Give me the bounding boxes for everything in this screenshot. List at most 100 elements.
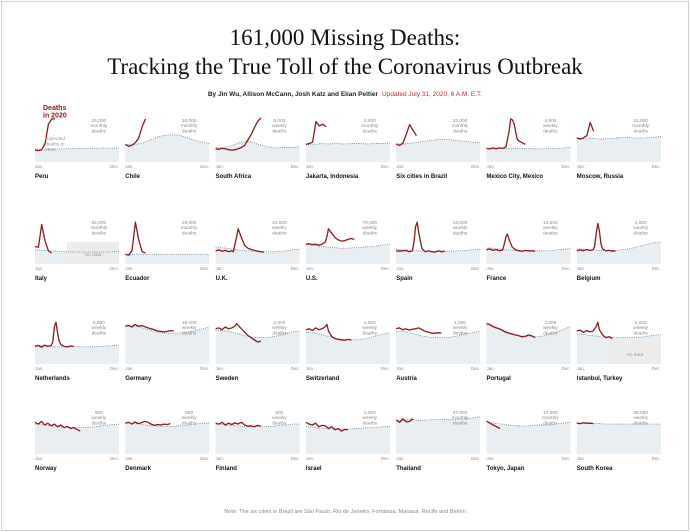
author-link[interactable]: Josh Katz (294, 91, 326, 98)
scale-reference: 12,000 monthly deaths (542, 410, 559, 426)
panel: 4,000 monthly deaths Jan. Dec. Jakarta, Indon… (305, 118, 390, 180)
byline-separator: , (291, 91, 295, 98)
axis-end-label: Dec. (110, 366, 119, 371)
axis-start-label: Jan. (306, 164, 314, 169)
author-link[interactable]: Elian Peltier (340, 91, 379, 98)
panel: 4,600 weekly deaths Jan. Dec. Belgium (576, 220, 661, 282)
deaths-2020-line (305, 228, 355, 246)
panel-label: Portugal (487, 376, 512, 382)
axis-start-label: Jan. (125, 266, 133, 271)
axis-start-label: Jan. (216, 456, 224, 461)
expected-line (576, 136, 661, 140)
expected-line (396, 330, 481, 339)
panel-label: Norway (35, 466, 57, 472)
scale-reference: 4,000 monthly deaths (361, 118, 378, 134)
expected-line (486, 420, 571, 427)
axis-start-label: Jan. (577, 366, 585, 371)
panel: 16,000 monthly deaths Jan. Dec. Chile (124, 118, 210, 180)
axis-end-label: Dec. (561, 266, 570, 271)
deaths-2020-line (486, 322, 536, 339)
expected-line (305, 331, 390, 341)
panel-label: Israel (306, 466, 322, 472)
scale-reference: 2,000 weekly deaths (633, 320, 648, 336)
deaths-2020-line (215, 228, 265, 253)
panel-label: South Africa (216, 174, 252, 180)
axis-start-label: Jan. (396, 456, 404, 461)
axis-start-label: Jan. (35, 366, 43, 371)
expected-band (215, 141, 300, 162)
panel: 2,000 weekly deaths Jan. Dec. Sweden (215, 320, 300, 382)
deaths-2020-line (215, 322, 261, 343)
expected-band (396, 139, 481, 162)
author-link[interactable]: Allison McCann (242, 91, 292, 98)
scale-reference: 18,000 monthly deaths (181, 220, 198, 236)
panel-label: Thailand (396, 466, 421, 472)
expected-band (396, 249, 481, 264)
panel: 1,000 weekly deaths Jan. Dec. Switzerland (305, 320, 390, 382)
panel-label: Istanbul, Turkey (577, 376, 623, 382)
deaths-2020-line (305, 120, 327, 146)
expected-band (215, 246, 300, 264)
panel-label: Moscow, Russia (577, 174, 624, 180)
author-link[interactable]: Jin Wu (217, 91, 240, 98)
axis-end-label: Dec. (200, 456, 209, 461)
expected-band (396, 416, 481, 454)
panel: 12,000 monthly deaths Jan. Dec. Tokyo, Japan (486, 410, 571, 472)
expected-band (305, 244, 390, 264)
axis-start-label: Jan. (577, 266, 585, 271)
deaths-2020-line (125, 221, 146, 256)
byline-separator: , (239, 91, 243, 98)
expected-band (35, 147, 119, 162)
panel-label: Jakarta, Indonesia (306, 174, 359, 180)
axis-start-label: Jan. (487, 366, 495, 371)
panel: 32,000 monthly deaths Jan. Dec. Six cities in… (396, 118, 481, 180)
panel-label: Denmark (125, 466, 151, 472)
panel-label: U.S. (306, 276, 318, 282)
panel: 500 weekly deaths Jan. Dec. Denmark (125, 410, 210, 472)
axis-start-label: Jan. (35, 456, 43, 461)
axis-start-label: Jan. (216, 164, 224, 169)
panel: 13,000 weekly deaths Jan. Dec. Spain (396, 220, 481, 282)
expected-line (215, 423, 300, 428)
scale-reference: 500 weekly deaths (92, 410, 107, 426)
panel: 28,000 weekly deaths Jan. Dec. South Korea (576, 410, 661, 472)
axis-end-label: Dec. (381, 266, 390, 271)
expected-band (125, 134, 210, 162)
axis-start-label: Jan. (577, 456, 585, 461)
axis-end-label: Dec. (652, 366, 661, 371)
deaths-2020-line (305, 323, 352, 341)
deaths-2020-line (125, 323, 174, 333)
byline: By Jin Wu, Allison McCann, Josh Katz and… (0, 91, 690, 98)
expected-band (215, 424, 300, 454)
axis-end-label: Dec. (110, 164, 119, 169)
panel-label: Belgium (577, 276, 601, 282)
expected-band (486, 247, 571, 264)
byline-by: By (207, 91, 218, 98)
axis-start-label: Jan. (125, 366, 133, 371)
scale-reference: 1,000 weekly deaths (453, 320, 468, 336)
expected-band (486, 421, 571, 454)
expected-line (305, 142, 390, 146)
panel: 1,000 weekly deaths Jan. Dec. Israel (305, 410, 390, 472)
expected-band (125, 254, 210, 264)
panel: 24,000 weekly deaths Jan. Dec. U.K. (215, 220, 300, 282)
expected-band (35, 424, 119, 454)
scale-reference: 15,000 monthly deaths (632, 118, 649, 134)
deaths-2020-line (215, 117, 262, 151)
axis-end-label: Dec. (291, 266, 300, 271)
axis-end-label: Dec. (110, 456, 119, 461)
expected-line (305, 426, 390, 430)
expected-line (396, 416, 481, 422)
scale-reference: 500 weekly deaths (272, 410, 287, 426)
axis-start-label: Jan. (306, 366, 314, 371)
deaths-2020-line (576, 422, 594, 425)
axis-end-label: Dec. (652, 456, 661, 461)
panel-label: Germany (125, 376, 152, 382)
panel-label: Finland (216, 466, 238, 472)
scale-reference: 25,000 monthly deaths (90, 118, 107, 134)
axis-end-label: Dec. (381, 366, 390, 371)
panel: 4,600 weekly deaths Jan. Dec. Mexico City, Me… (486, 118, 571, 180)
no-data-label: No data (626, 352, 643, 358)
expected-line (125, 325, 210, 334)
deaths-2020-line (34, 118, 56, 152)
